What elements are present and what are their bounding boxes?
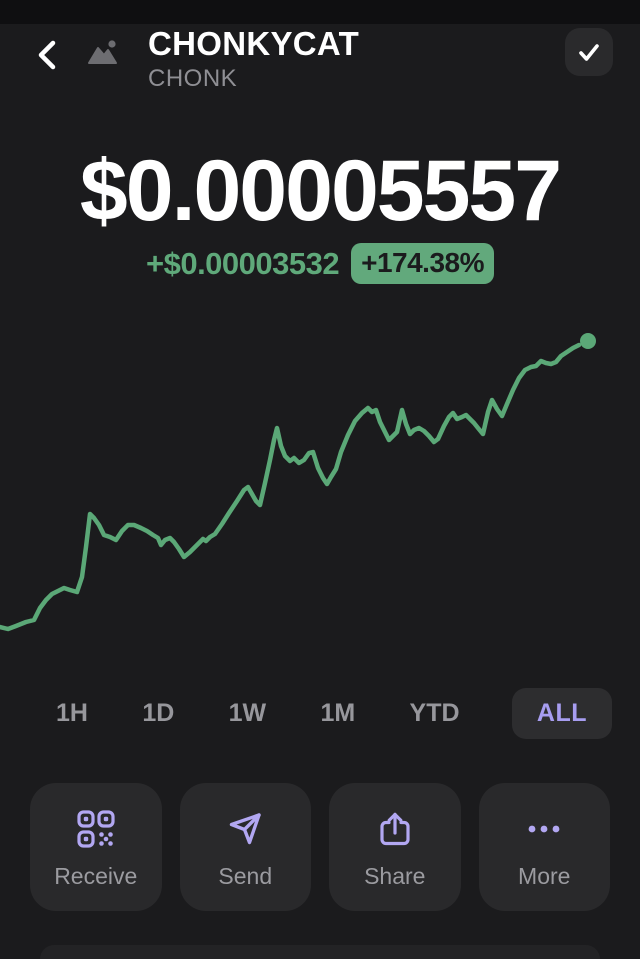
- send-icon: [224, 808, 266, 850]
- checkmark-icon: [579, 44, 599, 61]
- tab-ytd[interactable]: YTD: [408, 693, 462, 734]
- price-end-dot: [580, 333, 596, 349]
- price-change-percent-badge: +174.38%: [351, 243, 494, 284]
- price-chart[interactable]: [0, 325, 640, 655]
- token-symbol: CHONK: [148, 65, 238, 92]
- tab-1m[interactable]: 1M: [318, 693, 357, 734]
- send-button[interactable]: Send: [179, 783, 311, 911]
- current-price: $0.00005557: [79, 143, 562, 239]
- more-button[interactable]: More: [478, 783, 610, 911]
- price-line: [0, 342, 582, 632]
- more-label: More: [518, 863, 571, 889]
- share-icon: [374, 808, 416, 850]
- back-button[interactable]: [32, 38, 62, 74]
- confirm-button[interactable]: [565, 28, 613, 76]
- receive-button[interactable]: Receive: [30, 783, 162, 911]
- send-label: Send: [218, 863, 273, 889]
- image-placeholder-icon: [88, 40, 117, 64]
- price-change-amount: +$0.00003532: [145, 245, 340, 281]
- price-change-row: +$0.00003532 +174.38%: [0, 243, 640, 284]
- action-buttons-row: Receive Send Share: [30, 783, 610, 911]
- tab-1d[interactable]: 1D: [140, 693, 176, 734]
- status-bar: [0, 0, 640, 24]
- tab-1h[interactable]: 1H: [54, 693, 90, 734]
- range-tabs: 1H 1D 1W 1M YTD ALL: [0, 687, 640, 739]
- more-dots-icon: [523, 808, 565, 850]
- tab-all-selected[interactable]: ALL: [511, 687, 612, 739]
- page-title: CHONKYCAT: [148, 25, 360, 62]
- header: CHONKYCAT CHONK: [0, 26, 640, 92]
- header-text: CHONKYCAT CHONK: [148, 26, 359, 93]
- qr-code-icon: [75, 808, 117, 850]
- receive-label: Receive: [54, 863, 138, 889]
- share-label: Share: [364, 863, 426, 889]
- share-button[interactable]: Share: [329, 783, 461, 911]
- bottom-sheet-edge[interactable]: [40, 945, 600, 959]
- tab-1w[interactable]: 1W: [227, 693, 269, 734]
- token-logo: [84, 34, 122, 72]
- chevron-left-icon: [38, 40, 56, 70]
